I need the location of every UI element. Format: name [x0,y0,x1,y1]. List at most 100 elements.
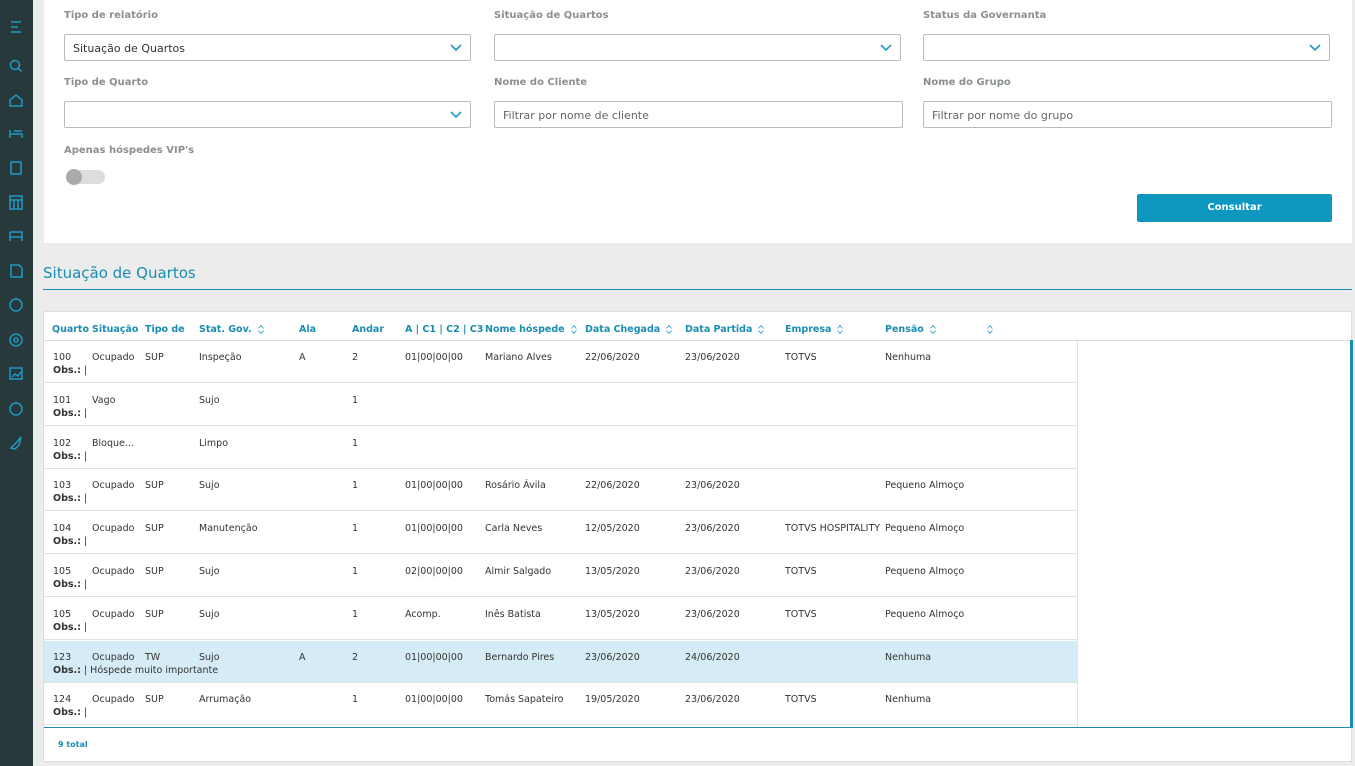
table-cell: 1 [352,694,359,706]
table-cell: Sujo [199,651,220,663]
table-cell: SUP [145,566,164,577]
chevron [450,111,462,119]
select-input[interactable] [494,34,901,61]
table-cell: 23/06/2020 [585,651,640,663]
table-row[interactable] [44,555,1077,597]
table-cell: Sujo [199,566,220,577]
table-cell: A [299,651,306,663]
table-cell: Sujo [199,480,220,492]
table-row[interactable] [44,683,1077,726]
column-header[interactable]: Quarto [52,324,90,335]
toggle-knob [66,169,82,185]
table-cell: 23/06/2020 [685,694,740,706]
chevron [450,44,462,52]
table-row[interactable] [44,598,1077,640]
table-cell: 23/06/2020 [685,523,740,535]
column-header[interactable]: A | C1 | C2 | C3 [405,324,484,335]
column-header[interactable]: Andar [352,324,385,335]
column-header[interactable]: Tipo de [145,324,185,335]
table-row[interactable] [44,512,1077,555]
sidebar [0,0,33,766]
column-header[interactable]: Nome hóspede [485,324,565,335]
filter-label: Tipo de relatório [64,10,158,21]
select-input[interactable] [64,101,471,128]
table-cell: 01|00|00|00 [405,352,463,363]
obs-text: | [83,707,88,719]
table-cell: TOTVS [785,566,817,577]
table-row[interactable] [44,384,1077,426]
table-cell: Pequeno Almoço [885,608,965,620]
sort-icon[interactable] [837,325,844,334]
table-row[interactable] [44,640,1077,683]
table-cell: Ocupado [92,523,135,535]
text-input[interactable]: Filtrar por nome de cliente [494,101,903,128]
table-cell: SUP [145,523,164,535]
table-row[interactable] [44,469,1077,512]
table-cell: Almir Salgado [485,566,552,577]
select-input[interactable]: Situação de Quartos [64,34,471,61]
table-cell: 22/06/2020 [585,480,640,492]
row-obs: Obs.: | [53,707,87,718]
sort-icon[interactable] [929,325,936,334]
table-cell: 02|00|00|00 [405,566,463,577]
divider [43,289,1352,290]
column-header[interactable]: Empresa [785,324,832,335]
table-cell: 1 [352,480,359,492]
column-header[interactable]: Stat. Gov. [199,324,252,335]
table-cell: Ocupado [92,694,135,706]
table-cell: Nenhuma [885,352,932,363]
obs-text: | [83,493,88,505]
column-header[interactable]: Data Chegada [585,324,661,335]
text-input[interactable]: Filtrar por nome do grupo [923,101,1332,128]
table-cell: 1 [352,566,359,577]
table-cell: Bloque... [92,437,134,449]
table-cell: 23/06/2020 [685,566,740,577]
table-row[interactable] [44,427,1077,469]
column-header[interactable]: Pensão [885,324,924,335]
table-cell: Ocupado [92,480,135,492]
obs-label: Obs.: [53,450,81,462]
consult-button[interactable]: Consultar [1137,194,1332,222]
column-header[interactable]: Situação [92,324,139,335]
table-cell: 2 [352,352,359,363]
obs-text: | [83,365,88,376]
chevron [1309,44,1321,52]
sort-icon[interactable] [987,325,993,334]
column-header[interactable]: Ala [299,324,317,335]
obs-label: Obs.: [53,536,81,548]
sidebar-icons [9,21,23,450]
obs-label: Obs.: [53,407,81,419]
row-obs: Obs.: | [53,451,87,462]
table-cell: Pequeno Almoço [885,566,965,577]
sort-icon[interactable] [257,325,264,334]
table-cell: 01|00|00|00 [405,480,463,492]
table-cell: 1 [352,394,359,406]
column-header[interactable]: Data Partida [685,324,753,335]
table-cell: 104 [53,523,72,535]
total-count: 9 total [58,740,88,749]
table-row[interactable] [44,341,1077,383]
select-input[interactable] [923,34,1330,61]
row-obs: Obs.: | [53,365,87,376]
vip-toggle[interactable] [66,169,105,185]
sort-icon[interactable] [570,325,577,334]
table-cell: 23/06/2020 [685,352,740,363]
obs-text: | [83,536,88,548]
table-cell: TW [145,651,161,663]
obs-label: Obs.: [53,493,81,505]
table-cell: Ocupado [92,651,135,663]
sort-icon[interactable] [758,325,765,334]
table-cell: TOTVS HOSPITALITY [785,523,881,535]
row-obs: Obs.: | [53,493,87,504]
row-obs: Obs.: | [53,408,87,419]
obs-text: | [83,579,88,590]
table-cell: SUP [145,480,164,492]
row-obs: Obs.: | Hóspede muito importante [53,665,218,676]
filter-label: Situação de Quartos [494,10,609,21]
table-cell: 101 [53,394,72,406]
obs-label: Obs.: [53,664,81,676]
sort-icon[interactable] [666,325,672,334]
row-obs: Obs.: | [53,622,87,633]
table-cell: 1 [352,608,359,620]
